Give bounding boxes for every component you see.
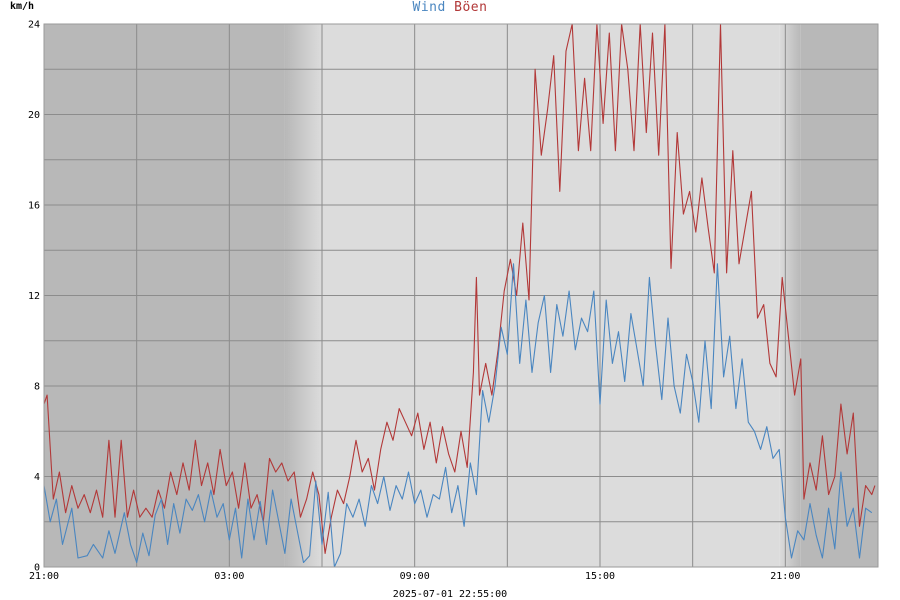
y-tick-label: 20 [28, 110, 40, 121]
series-line-gust [43, 23, 876, 554]
y-tick-label: 0 [34, 563, 40, 574]
y-tick-label: 24 [28, 20, 40, 31]
y-tick-label: 16 [28, 201, 40, 212]
title-gust: Böen [454, 0, 488, 15]
x-axis-ticks: 21:00 03:00 09:00 15:00 21:00 [29, 571, 800, 582]
title-wind: Wind [412, 0, 446, 15]
x-tick-label: 03:00 [214, 571, 244, 582]
x-tick-label: 21:00 [29, 571, 59, 582]
x-tick-label: 15:00 [585, 571, 615, 582]
series-line-wind [43, 263, 873, 568]
chart-title: Wind Böen [0, 0, 900, 15]
y-axis-ticks: 0 4 8 12 16 20 24 [28, 20, 40, 574]
x-tick-label: 21:00 [770, 571, 800, 582]
y-axis-unit: km/h [10, 1, 35, 12]
series-layer [43, 23, 876, 568]
timestamp-label: 2025-07-01 22:55:00 [392, 589, 508, 600]
y-tick-label: 4 [34, 472, 40, 483]
plot-frame [43, 23, 879, 568]
y-tick-label: 8 [34, 382, 40, 393]
x-tick-label: 09:00 [400, 571, 430, 582]
y-tick-label: 12 [28, 291, 40, 302]
